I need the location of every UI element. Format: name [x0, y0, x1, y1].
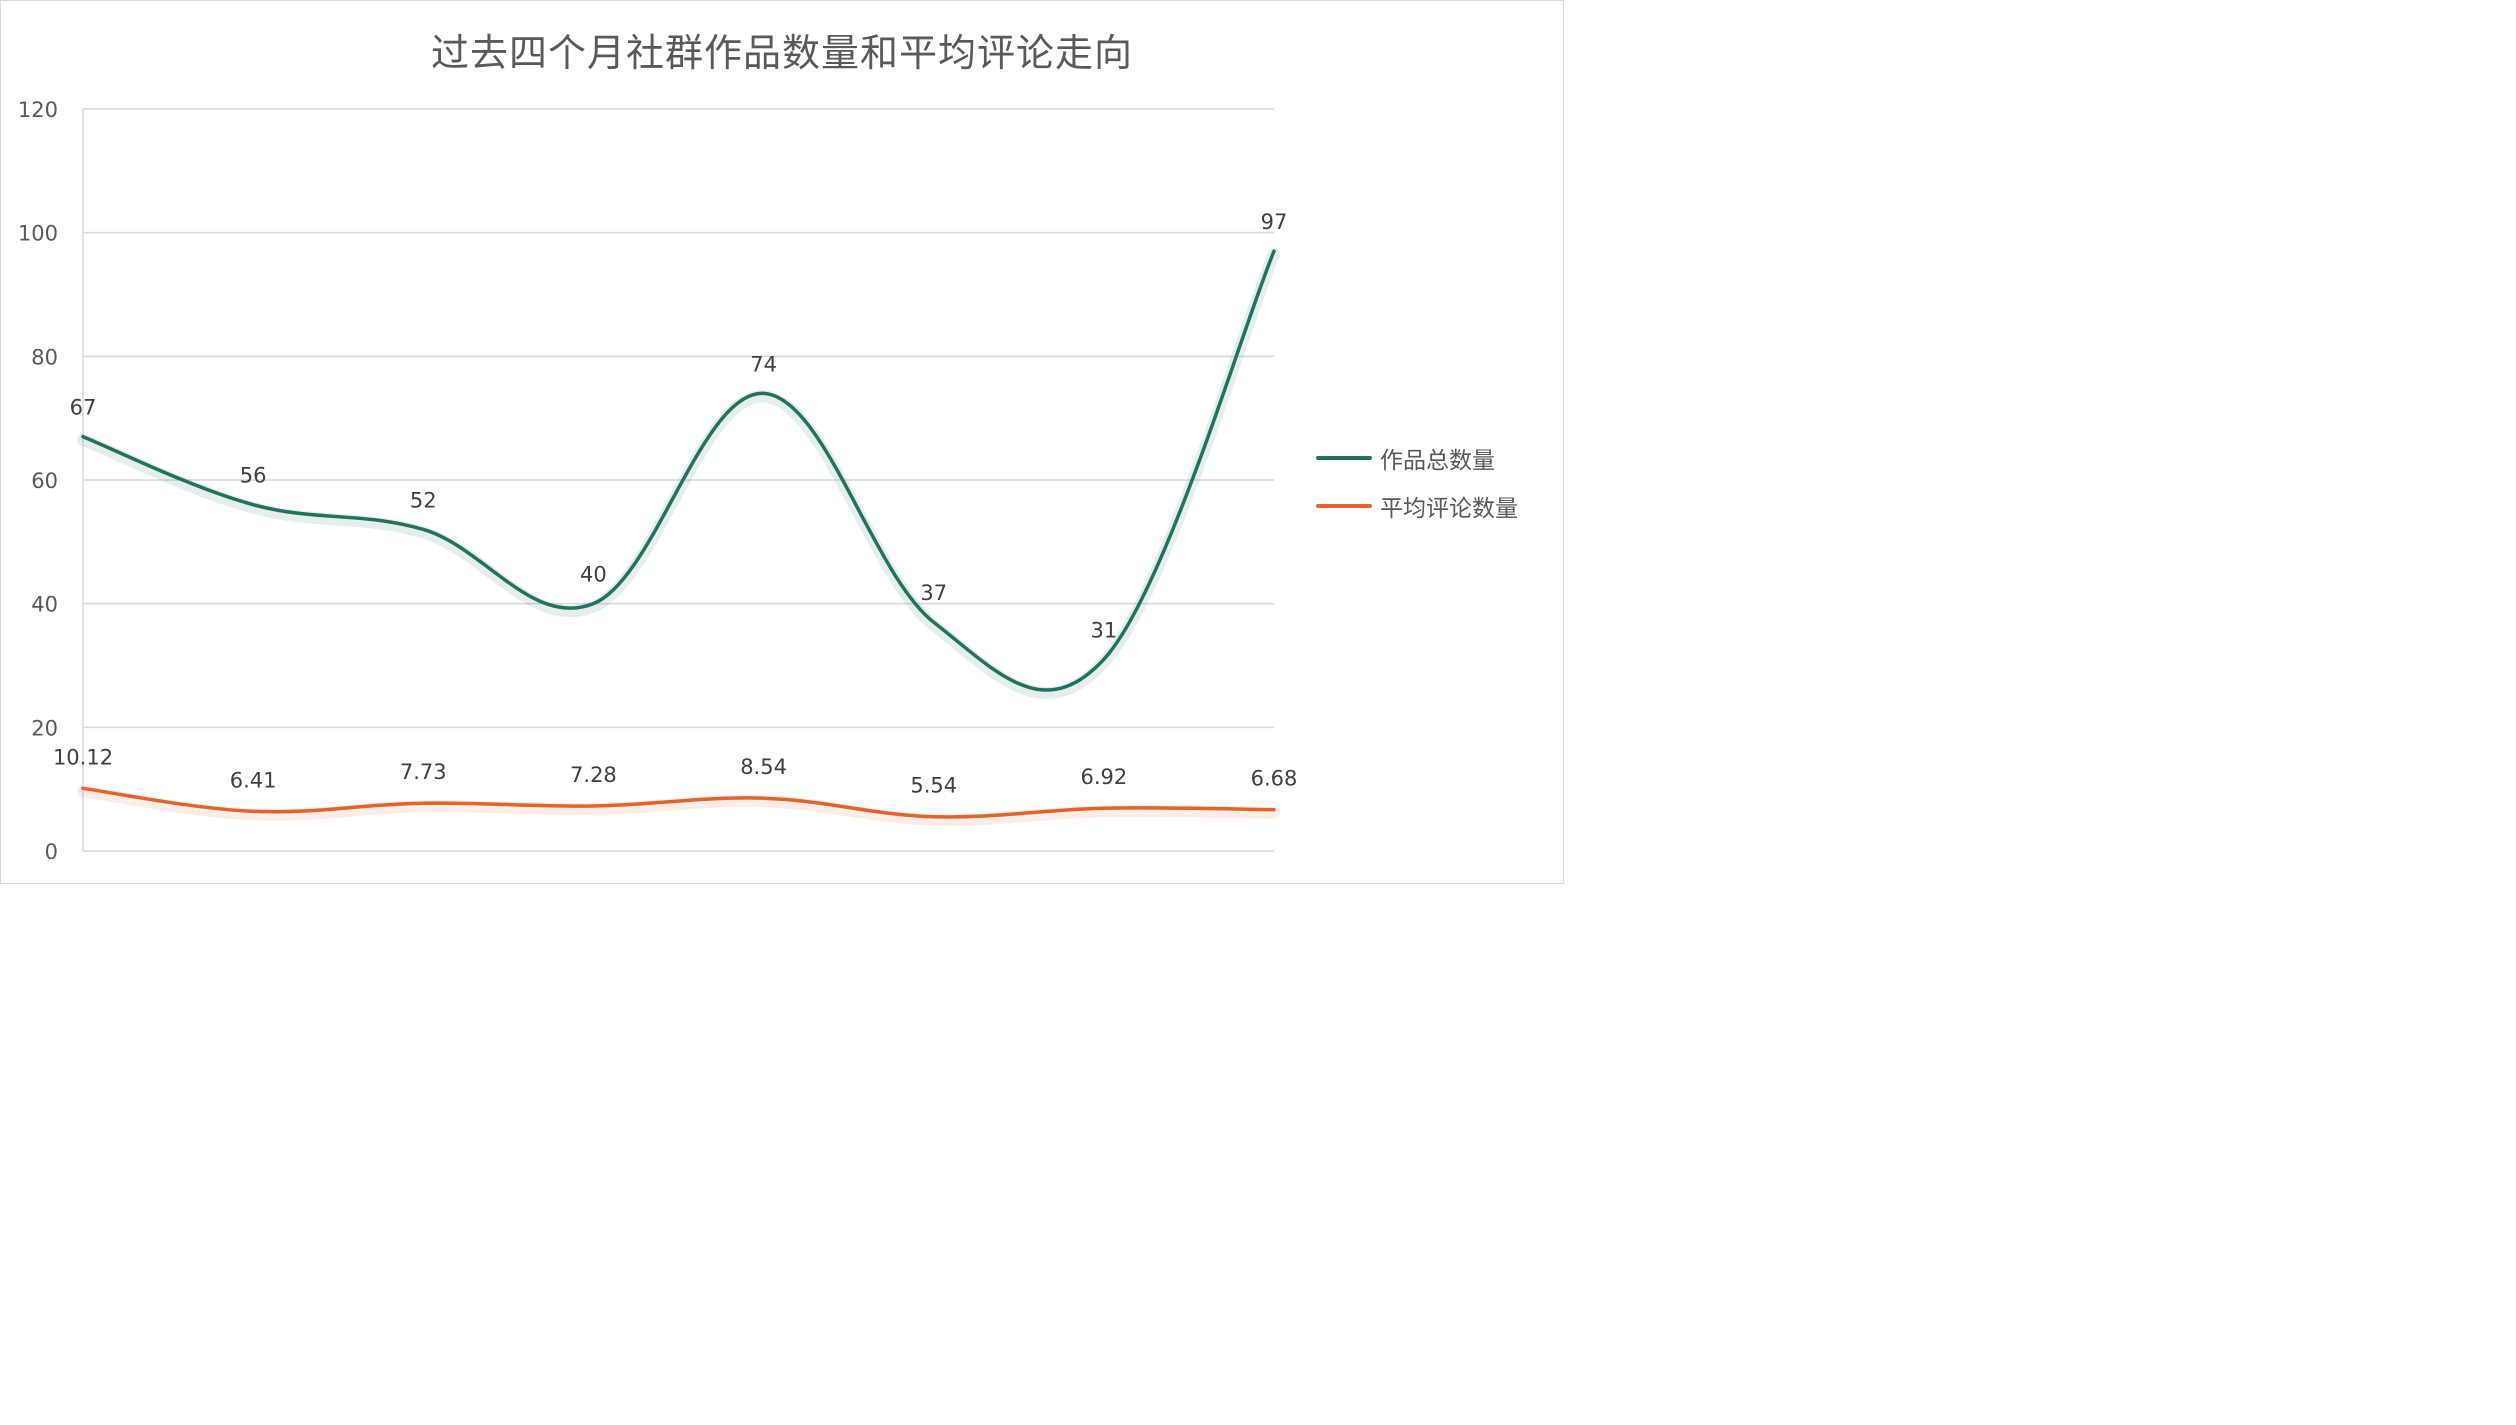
y-axis: 0 20 40 60 80 100 120 [18, 98, 1274, 864]
data-point-0-3 [591, 602, 595, 606]
data-point-1-5 [932, 815, 936, 819]
data-label-1-1: 6.41 [230, 768, 277, 792]
legend-swatch-comments [1316, 504, 1372, 508]
data-point-1-2 [421, 801, 425, 805]
gridlines [83, 108, 1274, 729]
y-tick-label-0: 0 [45, 840, 58, 864]
data-label-0-0: 67 [70, 396, 97, 420]
data-point-0-1 [251, 503, 255, 507]
data-point-0-7 [1272, 249, 1276, 253]
data-labels: 67 56 52 40 74 37 31 97 10.12 6.41 7.73 7.28 8.54 5.5… [53, 210, 1297, 798]
data-point-1-0 [81, 786, 85, 790]
chart-frame [0, 0, 1564, 884]
y-tick-label-40: 40 [31, 593, 58, 617]
data-point-0-2 [421, 527, 425, 531]
data-label-0-2: 52 [410, 488, 437, 512]
data-point-1-7 [1272, 808, 1276, 812]
data-point-0-0 [81, 435, 85, 439]
legend-label-comments: 平均评论数量 [1380, 496, 1518, 522]
data-label-0-1: 56 [240, 464, 267, 488]
data-point-0-4 [762, 391, 766, 395]
series-lines [77, 248, 1280, 826]
data-label-0-6: 31 [1090, 618, 1117, 642]
legend-item-comments[interactable]: 平均评论数量 [1316, 482, 1518, 530]
series-line-shadow-1 [77, 785, 1280, 826]
series-line-1 [81, 786, 1276, 819]
data-point-1-4 [762, 796, 766, 800]
data-label-1-6: 6.92 [1080, 765, 1127, 789]
chart-title: 过去四个月社群作品数量和平均评论走向 [430, 31, 1133, 75]
data-label-1-7: 6.68 [1251, 767, 1298, 791]
legend: 作品总数量 平均评论数量 [1316, 434, 1518, 530]
data-label-1-2: 7.73 [400, 760, 447, 784]
y-tick-label-80: 80 [31, 345, 58, 369]
data-label-1-5: 5.54 [910, 774, 957, 798]
data-point-1-1 [251, 809, 255, 813]
data-point-1-6 [1102, 806, 1106, 810]
y-tick-label-100: 100 [18, 222, 58, 246]
data-point-0-5 [932, 620, 936, 624]
legend-swatch-works [1316, 456, 1372, 460]
plot-area: 0 20 40 60 80 100 120 67 56 52 40 74 37 31 97 10.12 6.4… [18, 98, 1297, 864]
y-tick-label-60: 60 [31, 469, 58, 493]
y-tick-label-120: 120 [18, 98, 58, 122]
data-label-1-0: 10.12 [53, 745, 113, 769]
data-point-0-6 [1102, 657, 1106, 661]
data-label-1-4: 8.54 [740, 755, 787, 779]
data-label-1-3: 7.28 [570, 763, 617, 787]
data-label-0-3: 40 [580, 563, 607, 587]
legend-item-works[interactable]: 作品总数量 [1316, 434, 1518, 482]
data-label-0-5: 37 [920, 581, 947, 605]
legend-label-works: 作品总数量 [1380, 448, 1495, 474]
series-line-0 [81, 249, 1276, 692]
data-label-0-7: 97 [1261, 210, 1288, 234]
data-point-1-3 [591, 804, 595, 808]
data-label-0-4: 74 [750, 352, 777, 376]
y-tick-label-20: 20 [31, 716, 58, 740]
